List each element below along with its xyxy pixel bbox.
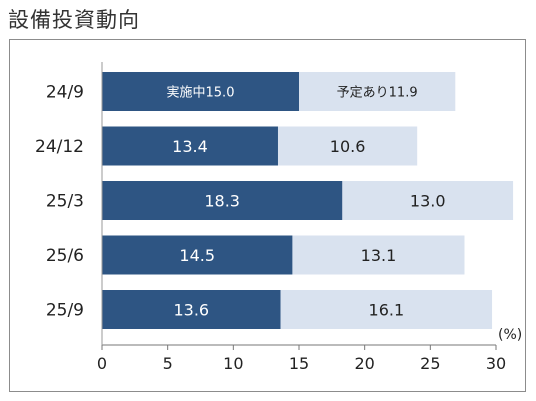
bar-planned-4 — [280, 290, 493, 329]
data-label-implementing-4: 13.6 — [173, 301, 209, 320]
category-label-3: 25/6 — [46, 246, 84, 266]
bar-implementing-2 — [102, 181, 343, 220]
category-label-1: 24/12 — [35, 137, 84, 157]
x-tick-label-1: 5 — [163, 354, 173, 373]
unit-label: (%) — [498, 327, 522, 343]
x-tick-label-6: 30 — [486, 354, 506, 373]
bar-planned-0 — [299, 72, 456, 111]
data-label-planned-4: 16.1 — [369, 301, 405, 320]
labels-group: 24/9 実施中15.0 予定あり11.9 24/12 13.4 10.6 25/3 18.3… — [35, 83, 446, 321]
x-tick-label-4: 20 — [354, 354, 374, 373]
x-axis: 0 5 10 15 20 25 30 (%) — [97, 62, 522, 373]
bar-planned-3 — [292, 235, 465, 275]
chart-frame — [9, 39, 526, 392]
data-label-planned-1: 10.6 — [330, 137, 366, 156]
x-tick-label-2: 10 — [223, 354, 243, 373]
data-label-planned-2: 13.0 — [410, 192, 446, 211]
data-label-implementing-2: 18.3 — [204, 192, 240, 211]
data-label-planned-3: 13.1 — [361, 246, 397, 265]
x-tick-label-0: 0 — [97, 354, 107, 373]
data-label-implementing-0: 実施中15.0 — [167, 85, 235, 101]
data-label-planned-0: 予定あり11.9 — [337, 86, 418, 101]
category-label-2: 25/3 — [46, 192, 84, 212]
category-label-4: 25/9 — [46, 301, 84, 321]
category-label-0: 24/9 — [46, 83, 84, 103]
x-tick-label-5: 25 — [420, 354, 440, 373]
bar-implementing-0 — [102, 72, 299, 111]
bar-planned-2 — [342, 181, 514, 220]
page-title: 設備投資動向 — [8, 8, 140, 32]
bar-implementing-4 — [102, 290, 281, 329]
bars-group — [102, 72, 514, 329]
bar-implementing-1 — [102, 126, 278, 166]
bar-implementing-3 — [102, 235, 293, 275]
x-tick-label-3: 15 — [289, 354, 309, 373]
bar-planned-1 — [277, 126, 418, 166]
data-label-implementing-1: 13.4 — [172, 137, 208, 156]
data-label-implementing-3: 14.5 — [179, 246, 215, 265]
